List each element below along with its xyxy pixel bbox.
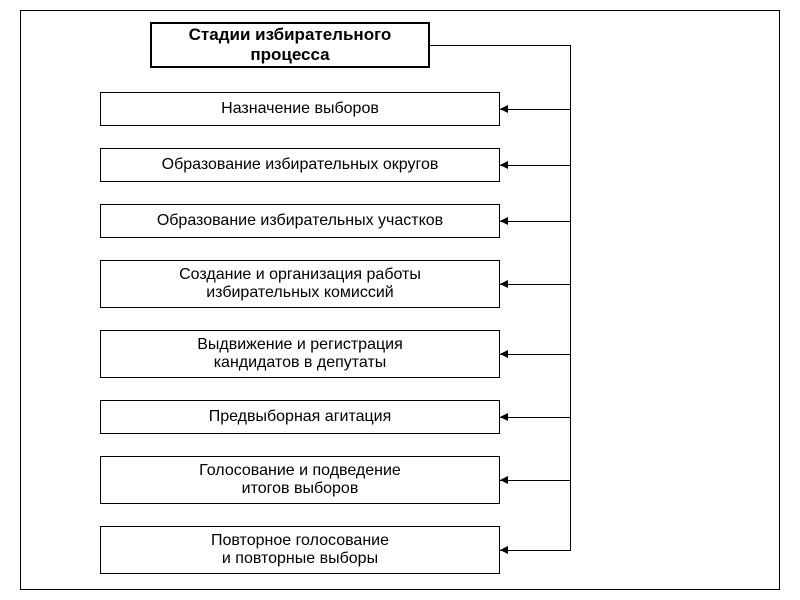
branch-arrow-3	[500, 280, 508, 288]
branch-arrow-6	[500, 476, 508, 484]
branch-arrow-0	[500, 105, 508, 113]
spine-top-horizontal	[430, 45, 570, 46]
branch-arrow-7	[500, 546, 508, 554]
stage-box-6: Голосование и подведение итогов выборов	[100, 456, 500, 504]
branch-line-6	[500, 480, 570, 481]
branch-line-1	[500, 165, 570, 166]
branch-line-7	[500, 550, 570, 551]
branch-line-2	[500, 221, 570, 222]
branch-line-5	[500, 417, 570, 418]
branch-arrow-2	[500, 217, 508, 225]
spine-vertical	[570, 45, 571, 551]
branch-arrow-1	[500, 161, 508, 169]
branch-arrow-5	[500, 413, 508, 421]
stage-box-0: Назначение выборов	[100, 92, 500, 126]
stage-box-3: Создание и организация работы избиратель…	[100, 260, 500, 308]
stage-box-1: Образование избирательных округов	[100, 148, 500, 182]
branch-line-0	[500, 109, 570, 110]
title-box: Стадии избирательного процесса	[150, 22, 430, 68]
stage-box-5: Предвыборная агитация	[100, 400, 500, 434]
stage-box-4: Выдвижение и регистрация кандидатов в де…	[100, 330, 500, 378]
branch-line-4	[500, 354, 570, 355]
branch-line-3	[500, 284, 570, 285]
stage-box-7: Повторное голосование и повторные выборы	[100, 526, 500, 574]
branch-arrow-4	[500, 350, 508, 358]
stage-box-2: Образование избирательных участков	[100, 204, 500, 238]
